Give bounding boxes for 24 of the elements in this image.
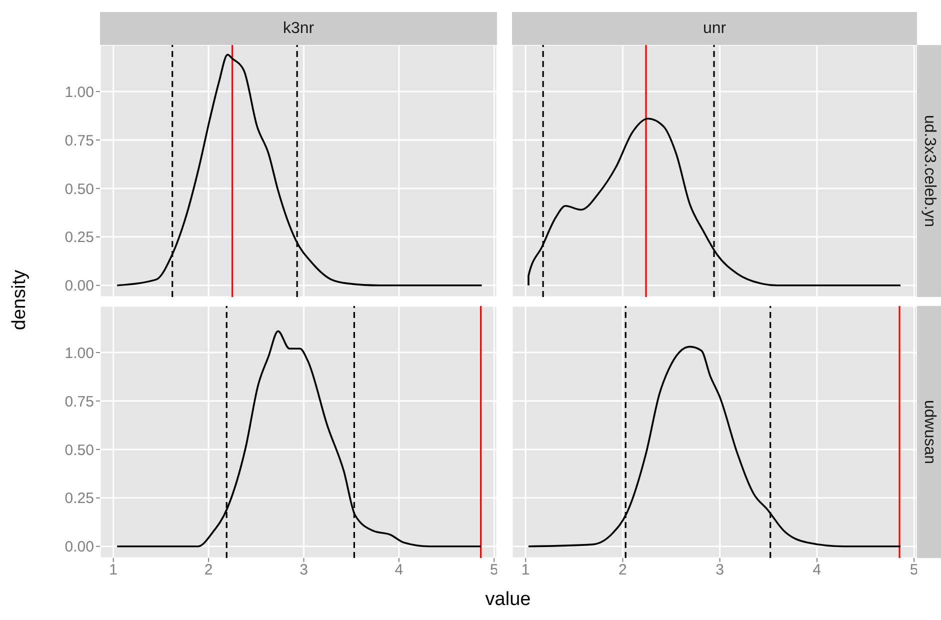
y-tick-label: 0.75 — [64, 132, 94, 150]
x-axis-title: value — [485, 589, 531, 611]
y2-axis-title: udwusan — [920, 400, 938, 464]
x-tick-label: 3 — [300, 562, 308, 579]
x-tick-label: 3 — [716, 562, 724, 579]
x-tick-label: 2 — [204, 562, 213, 579]
x-tick-label: 1 — [109, 562, 118, 579]
y-tick-label: 1.00 — [64, 84, 94, 101]
y-tick-label: 0.25 — [64, 490, 94, 508]
y-tick-label: 0.50 — [64, 180, 94, 198]
chart-title: k3nr — [100, 12, 497, 45]
y-tick-label: 0.75 — [64, 393, 94, 410]
y-tick-label: 1.00 — [64, 344, 94, 362]
y-tick-label: 0.50 — [64, 442, 94, 459]
y-axis-title: density — [9, 270, 31, 330]
x-tick-label: 2 — [618, 562, 627, 579]
y2-axis-title: ud.3x3.celeb.yn — [920, 114, 938, 228]
x-tick-label: 4 — [812, 562, 822, 579]
x-tick-label: 4 — [394, 562, 404, 579]
x-tick-label: 1 — [521, 562, 530, 579]
y-tick-label: 0.25 — [64, 229, 94, 246]
chart-title: unr — [512, 12, 917, 45]
y-tick-label: 0.00 — [64, 278, 94, 295]
y-tick-label: 0.00 — [64, 538, 94, 556]
